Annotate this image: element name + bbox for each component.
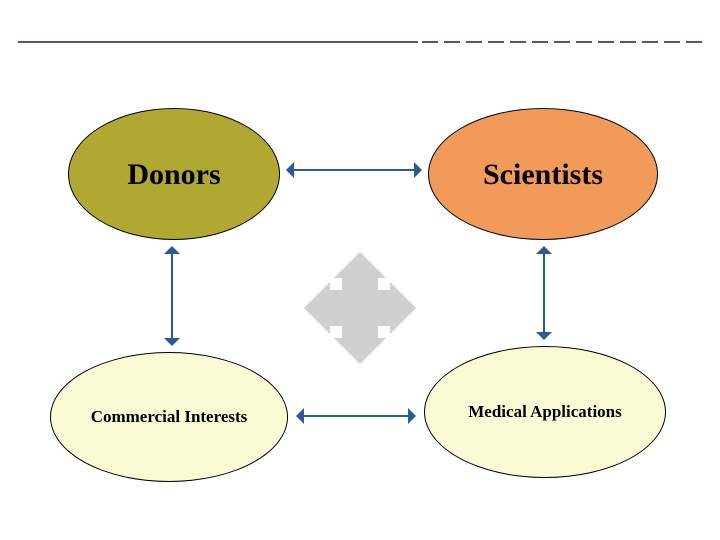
center-cross-icon	[294, 242, 426, 374]
title-rule	[18, 34, 702, 38]
node-medical: Medical Applications	[424, 346, 666, 478]
node-donors-label: Donors	[123, 154, 224, 195]
title-rule-svg	[18, 37, 702, 47]
node-scientists: Scientists	[428, 108, 658, 240]
node-donors: Donors	[68, 108, 280, 240]
node-medical-label: Medical Applications	[464, 399, 625, 426]
node-commercial: Commercial Interests	[50, 352, 288, 482]
node-scientists-label: Scientists	[479, 154, 607, 195]
node-commercial-label: Commercial Interests	[87, 404, 252, 431]
